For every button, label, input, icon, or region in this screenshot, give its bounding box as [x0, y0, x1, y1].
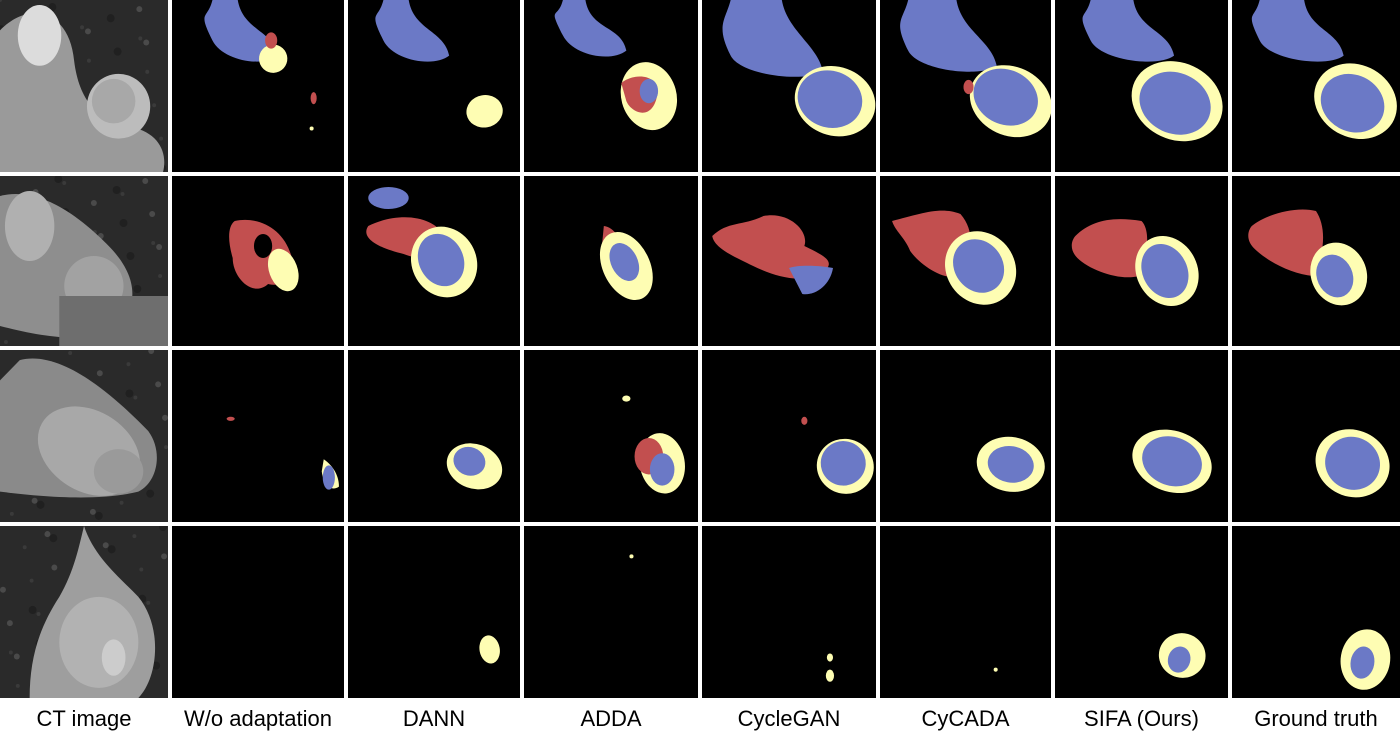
segmentation-gt-row-3 [1232, 350, 1400, 522]
segmentation-dann-row-4 [348, 526, 520, 698]
ct-image-row-2 [0, 176, 168, 346]
column-labels: CT image W/o adaptation DANN ADDA CycleGAN Cy… [0, 700, 1400, 739]
segmentation-gt-row-2 [1232, 176, 1400, 346]
segmentation-cycada-row-1 [880, 0, 1051, 172]
ct-image-row-1 [0, 0, 168, 172]
segmentation-cycada-row-2 [880, 176, 1051, 346]
column-label-cycada: CyCADA [921, 706, 1010, 731]
segmentation-cycada-row-3 [880, 350, 1051, 522]
segmentation-woa-row-4 [172, 526, 344, 698]
column-label-woa: W/o adaptation [184, 706, 332, 731]
segmentation-sifa-row-1 [1055, 0, 1228, 172]
column-label-adda: ADDA [580, 706, 642, 731]
segmentation-adda-row-3 [524, 350, 698, 522]
ct-image-row-4 [0, 526, 168, 698]
segmentation-sifa-row-2 [1055, 176, 1228, 346]
column-label-cyclegan: CycleGAN [737, 706, 841, 731]
segmentation-cyclegan-row-3 [702, 350, 876, 522]
segmentation-gt-row-1 [1232, 0, 1400, 172]
segmentation-woa-row-1 [172, 0, 344, 172]
segmentation-cycada-row-4 [880, 526, 1051, 698]
segmentation-comparison-grid [0, 0, 1400, 700]
segmentation-adda-row-2 [524, 176, 698, 346]
segmentation-cyclegan-row-4 [702, 526, 876, 698]
segmentation-adda-row-1 [524, 0, 698, 172]
segmentation-sifa-row-3 [1055, 350, 1228, 522]
segmentation-cyclegan-row-1 [702, 0, 876, 172]
column-label-ct: CT image [36, 706, 132, 731]
column-label-dann: DANN [402, 706, 466, 731]
segmentation-gt-row-4 [1232, 526, 1400, 698]
segmentation-dann-row-1 [348, 0, 520, 172]
ct-image-row-3 [0, 350, 168, 522]
segmentation-sifa-row-4 [1055, 526, 1228, 698]
segmentation-dann-row-2 [348, 176, 520, 346]
segmentation-cyclegan-row-2 [702, 176, 876, 346]
segmentation-woa-row-3 [172, 350, 344, 522]
column-label-gt: Ground truth [1254, 706, 1378, 731]
segmentation-adda-row-4 [524, 526, 698, 698]
segmentation-dann-row-3 [348, 350, 520, 522]
column-label-sifa: SIFA (Ours) [1084, 706, 1199, 731]
segmentation-woa-row-2 [172, 176, 344, 346]
